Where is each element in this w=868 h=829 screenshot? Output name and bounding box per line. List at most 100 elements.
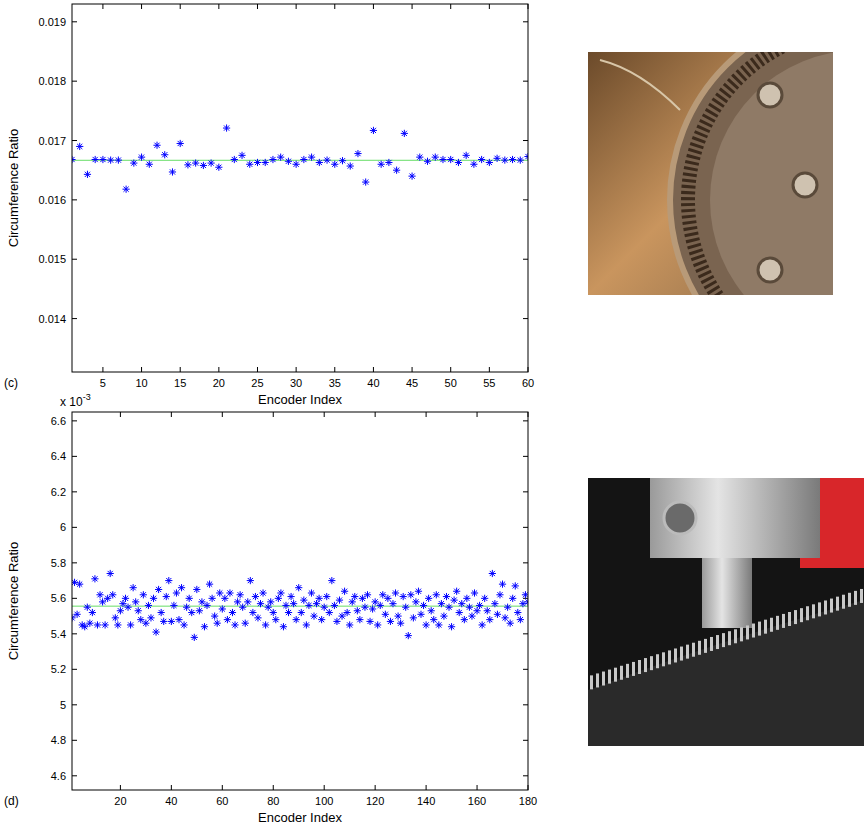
- gear-tooth: [830, 599, 833, 613]
- gear-tooth: [626, 664, 629, 678]
- x-tick: [180, 4, 181, 9]
- gear-tooth: [842, 595, 845, 609]
- data-point: [267, 598, 274, 605]
- y-tick: [72, 704, 77, 705]
- y-tick-label: 0.018: [38, 75, 66, 87]
- wire: [600, 60, 680, 110]
- data-point: [382, 611, 389, 618]
- y-tick-label: 0.014: [38, 313, 66, 325]
- data-point: [293, 161, 300, 168]
- y-tick-label: 6.4: [51, 450, 66, 462]
- x-tick: [273, 785, 274, 790]
- data-point: [308, 154, 315, 161]
- data-point: [524, 153, 528, 160]
- gear-tooth: [758, 622, 761, 636]
- y-tick-label: 5.6: [51, 592, 66, 604]
- data-point: [107, 157, 114, 164]
- x-tick: [120, 412, 121, 417]
- data-point: [177, 140, 184, 147]
- data-point: [407, 591, 414, 598]
- data-point: [277, 589, 284, 596]
- data-point: [290, 600, 297, 607]
- x-tick: [218, 4, 219, 9]
- data-point: [84, 604, 91, 611]
- gear-tooth: [608, 670, 611, 684]
- data-point: [344, 609, 351, 616]
- data-point: [504, 604, 511, 611]
- data-point: [420, 602, 427, 609]
- gear-tooth: [602, 672, 605, 686]
- data-point: [89, 609, 96, 616]
- data-point: [430, 616, 437, 623]
- data-point: [209, 595, 216, 602]
- x-tick: [375, 785, 376, 790]
- data-point: [408, 173, 415, 180]
- data-point: [328, 577, 335, 584]
- data-point: [305, 602, 312, 609]
- data-point: [423, 621, 430, 628]
- data-point: [257, 600, 264, 607]
- x-tick: [373, 367, 374, 372]
- gear-tooth: [692, 643, 695, 657]
- data-point: [201, 623, 208, 630]
- data-point: [356, 616, 363, 623]
- data-point: [282, 602, 289, 609]
- gear-tooth: [740, 627, 743, 641]
- x-tick-label: 35: [329, 377, 341, 389]
- y-tick: [523, 456, 528, 457]
- data-point: [165, 577, 172, 584]
- gear-body: [588, 600, 864, 746]
- data-point: [458, 600, 465, 607]
- data-point: [338, 612, 345, 619]
- data-point: [142, 620, 149, 627]
- data-point: [76, 143, 83, 150]
- data-point: [478, 156, 485, 163]
- gear-tooth: [764, 620, 767, 634]
- gear-tooth: [860, 589, 863, 603]
- data-point: [295, 584, 302, 591]
- x-tick-label: 160: [468, 795, 486, 807]
- data-point: [231, 621, 238, 628]
- x-tick-label: 20: [114, 795, 126, 807]
- data-point: [81, 623, 88, 630]
- panel: 4.64.855.25.45.65.866.26.46.620406080100…: [4, 392, 537, 825]
- data-point: [150, 595, 157, 602]
- gear-tooth: [698, 641, 701, 655]
- y-tick-label: 4.8: [51, 734, 66, 746]
- data-point: [161, 151, 168, 158]
- data-point: [354, 150, 361, 157]
- x-tick: [477, 785, 478, 790]
- data-point: [114, 621, 121, 628]
- gear-tooth: [662, 652, 665, 666]
- x-tick: [222, 785, 223, 790]
- data-point: [428, 607, 435, 614]
- data-point: [198, 598, 205, 605]
- gear-tooth: [752, 624, 755, 638]
- x-tick: [141, 367, 142, 372]
- data-point: [331, 161, 338, 168]
- data-point: [242, 620, 249, 627]
- data-point: [130, 584, 137, 591]
- data-point: [341, 588, 348, 595]
- data-point: [486, 159, 493, 166]
- data-point: [333, 618, 340, 625]
- photo-d: [588, 478, 864, 746]
- data-point: [138, 154, 145, 161]
- data-point: [447, 156, 454, 163]
- data-point: [424, 158, 431, 165]
- plot-data: [72, 570, 528, 641]
- x-tick: [373, 4, 374, 9]
- data-point: [130, 159, 137, 166]
- data-point: [175, 616, 182, 623]
- y-tick: [523, 740, 528, 741]
- gear-tooth: [728, 631, 731, 645]
- data-point: [262, 621, 269, 628]
- gear-tooth: [746, 625, 749, 639]
- data-point: [76, 581, 83, 588]
- x-tick: [477, 412, 478, 417]
- data-point: [481, 595, 488, 602]
- data-point: [223, 124, 230, 131]
- data-point: [214, 620, 221, 627]
- gear-tooth: [794, 610, 797, 624]
- x-tick-label: 5: [100, 377, 106, 389]
